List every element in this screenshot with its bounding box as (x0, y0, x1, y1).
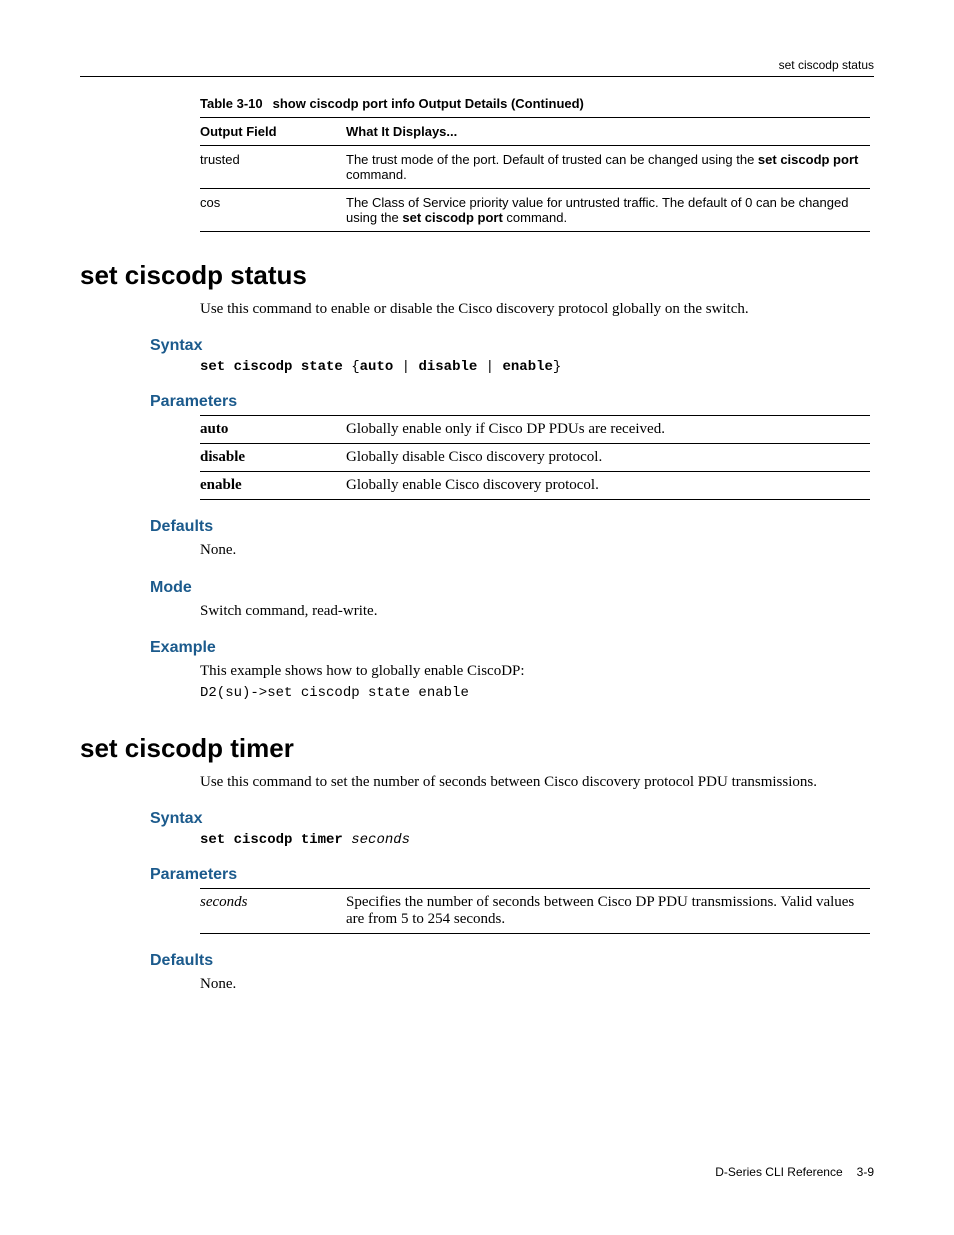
example-command: D2(su)->set ciscodp state enable (200, 685, 874, 701)
table-caption: Table 3-10 show ciscodp port info Output … (200, 96, 874, 111)
syntax-line: set ciscodp timer seconds (200, 832, 874, 848)
defaults-heading: Defaults (150, 518, 874, 536)
table-row: seconds Specifies the number of seconds … (200, 889, 870, 934)
table-header-displays: What It Displays... (346, 118, 870, 146)
footer-doc-title: D-Series CLI Reference (715, 1165, 842, 1179)
param-name: enable (200, 472, 346, 500)
param-name: seconds (200, 889, 346, 934)
param-desc: Globally disable Cisco discovery protoco… (346, 444, 870, 472)
param-desc: Globally enable only if Cisco DP PDUs ar… (346, 416, 870, 444)
table-row: cos The Class of Service priority value … (200, 189, 870, 232)
command-title-timer: set ciscodp timer (80, 733, 874, 764)
mode-heading: Mode (150, 579, 874, 597)
table-cell-desc: The trust mode of the port. Default of t… (346, 146, 870, 189)
param-desc: Specifies the number of seconds between … (346, 889, 870, 934)
table-cell-field: cos (200, 189, 346, 232)
table-title: show ciscodp port info Output Details (C… (273, 96, 584, 111)
example-text: This example shows how to globally enabl… (200, 661, 874, 681)
parameters-table: seconds Specifies the number of seconds … (200, 888, 870, 934)
parameters-heading: Parameters (150, 866, 874, 884)
param-desc: Globally enable Cisco discovery protocol… (346, 472, 870, 500)
table-row: trusted The trust mode of the port. Defa… (200, 146, 870, 189)
table-row: disable Globally disable Cisco discovery… (200, 444, 870, 472)
table-header-field: Output Field (200, 118, 346, 146)
syntax-heading: Syntax (150, 810, 874, 828)
command-title-status: set ciscodp status (80, 260, 874, 291)
syntax-line: set ciscodp state {auto | disable | enab… (200, 359, 874, 375)
parameters-table: auto Globally enable only if Cisco DP PD… (200, 415, 870, 500)
defaults-text: None. (200, 974, 874, 994)
table-row: enable Globally enable Cisco discovery p… (200, 472, 870, 500)
table-number: Table 3-10 (200, 96, 263, 111)
table-cell-field: trusted (200, 146, 346, 189)
page-footer: D-Series CLI Reference 3-9 (715, 1165, 874, 1179)
table-cell-desc: The Class of Service priority value for … (346, 189, 870, 232)
output-details-table: Output Field What It Displays... trusted… (200, 117, 870, 232)
header-section-title: set ciscodp status (779, 58, 874, 72)
defaults-heading: Defaults (150, 952, 874, 970)
footer-page-number: 3-9 (857, 1165, 874, 1179)
syntax-heading: Syntax (150, 337, 874, 355)
mode-text: Switch command, read-write. (200, 601, 874, 621)
parameters-heading: Parameters (150, 393, 874, 411)
table-row: auto Globally enable only if Cisco DP PD… (200, 416, 870, 444)
header-rule (80, 76, 874, 77)
param-name: auto (200, 416, 346, 444)
command-intro: Use this command to enable or disable th… (200, 299, 874, 319)
defaults-text: None. (200, 540, 874, 560)
param-name: disable (200, 444, 346, 472)
example-heading: Example (150, 639, 874, 657)
command-intro: Use this command to set the number of se… (200, 772, 874, 792)
